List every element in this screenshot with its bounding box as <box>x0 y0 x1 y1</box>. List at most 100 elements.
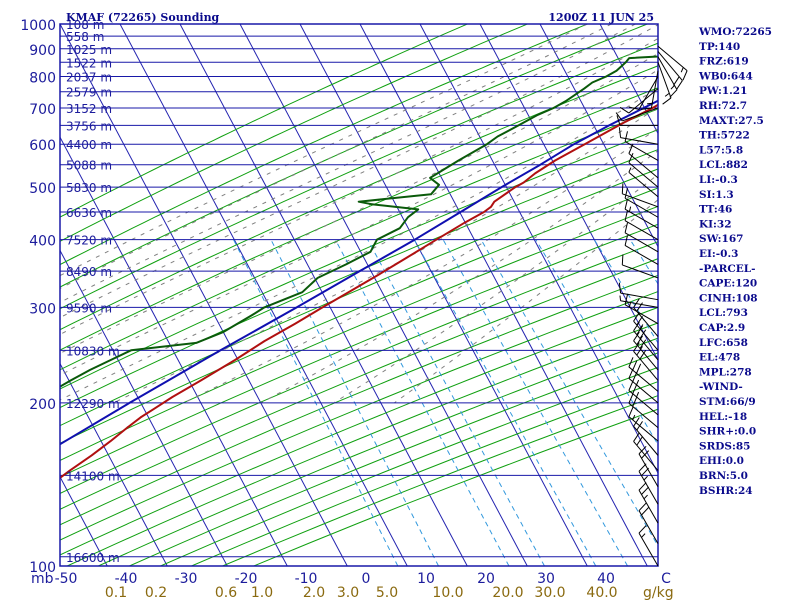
height-level-label: 1522 m <box>66 56 112 70</box>
temperature-tick-label: C <box>661 571 671 587</box>
isotherm-line <box>479 24 658 361</box>
wind-barb-staff <box>628 171 659 198</box>
wind-barb-flag <box>632 396 638 407</box>
wind-barb <box>624 222 659 253</box>
dry-adiabat <box>60 205 658 462</box>
wind-barb-flag <box>618 127 622 138</box>
wind-barb-staff <box>624 208 659 229</box>
mixing-ratio-label: 5.0 <box>376 585 398 600</box>
wind-barb-flag <box>633 342 640 352</box>
moist-adiabat <box>60 87 658 401</box>
wind-barb <box>633 417 659 456</box>
stability-index: SI:1.3 <box>699 189 734 201</box>
wind-barb-half-flag <box>643 494 648 500</box>
wind-barb-flag <box>628 368 634 379</box>
dry-adiabat <box>60 168 658 427</box>
wind-barb-flag <box>638 482 647 491</box>
dry-adiabat <box>60 24 469 218</box>
temperature-tick-label: -20 <box>235 571 258 587</box>
wind-barb-staff <box>624 197 659 218</box>
wind-barb-flag <box>616 115 621 126</box>
wind-barb <box>624 198 659 229</box>
wind-barb-flag <box>618 282 622 294</box>
height-level-label: 7520 m <box>66 234 112 248</box>
wind-barb-flag <box>624 198 628 210</box>
wind-barb-staff <box>620 137 659 145</box>
height-level-label: 6636 m <box>66 206 112 220</box>
wind-barb-half-flag <box>636 379 640 386</box>
wind-barb-staff <box>624 220 659 241</box>
wind-barb-staff <box>624 245 659 265</box>
stability-index: WB0:644 <box>698 70 753 82</box>
wind-barb-staff <box>628 402 659 429</box>
wind-barb-flag <box>636 335 643 345</box>
pressure-tick-label: 700 <box>29 102 56 118</box>
wind-barb-staff <box>657 45 688 72</box>
wind-barb-flag <box>669 89 678 98</box>
height-level-label: 3152 m <box>66 102 112 116</box>
wind-barb-flag <box>632 360 638 371</box>
wind-barb <box>638 482 659 524</box>
wind-barb-half-flag <box>619 295 622 301</box>
wind-barb <box>618 282 659 301</box>
wind-barb-staff <box>624 232 659 253</box>
wind-barb-flag <box>633 312 640 322</box>
wind-barb-half-flag <box>628 301 632 308</box>
wind-barb-flag <box>638 463 647 472</box>
stability-index: -WIND- <box>699 381 743 393</box>
mixing-ratio-label: 10.0 <box>432 585 463 600</box>
dry-adiabat <box>60 65 658 331</box>
stability-index: EHI:0.0 <box>699 455 744 467</box>
wind-barb <box>638 525 659 567</box>
height-level-label: 5088 m <box>66 159 112 173</box>
wind-barb-flag <box>636 325 643 335</box>
moist-adiabat <box>60 24 658 319</box>
moist-adiabat <box>113 106 658 404</box>
wind-barb-flag <box>633 298 640 308</box>
station-title: KMAF (72265) Sounding <box>66 11 220 24</box>
stability-index: CINH:108 <box>699 292 758 304</box>
temperature-tick-label: 0 <box>362 571 371 587</box>
wind-barb <box>624 235 659 265</box>
stability-index: BSHR:24 <box>699 485 753 497</box>
wind-barb-flag <box>641 467 650 477</box>
stability-index: LCL:882 <box>699 159 748 171</box>
temperature-tick-label: -10 <box>295 571 318 587</box>
sounding-traces <box>60 55 658 480</box>
wind-barb <box>628 368 659 404</box>
dry-adiabat <box>60 274 658 526</box>
stability-index: KI:32 <box>699 218 732 230</box>
dry-adiabat <box>60 129 658 390</box>
wind-barb <box>638 445 659 488</box>
wind-barb-staff <box>628 390 659 416</box>
wind-barb-flag <box>624 210 628 221</box>
stability-indices-panel: WMO:72265 TP:140 FRZ:619 WB0:644 PW:1.21 RH:7… <box>698 26 772 497</box>
mixing-ratio-label: 1.0 <box>251 585 273 600</box>
height-level-label: 10830 m <box>66 344 120 358</box>
dry-adiabat <box>60 24 589 266</box>
wind-barb-staff <box>628 366 659 392</box>
height-level-label: 108 m <box>66 18 104 32</box>
pressure-tick-label: 1000 <box>20 18 56 34</box>
mixing-ratio-label: 0.1 <box>105 585 127 600</box>
wind-barb-staff <box>622 193 659 208</box>
stability-index: MAXT:27.5 <box>699 115 764 127</box>
temperature-tick-label: 30 <box>537 571 555 587</box>
wind-barb <box>657 56 678 98</box>
wind-barb <box>633 342 659 381</box>
wind-barb-flag <box>682 70 688 81</box>
wind-barb-flag <box>636 346 643 356</box>
wind-barb-staff <box>628 416 659 442</box>
wind-barb <box>619 295 659 308</box>
stability-index: SW:167 <box>699 233 743 245</box>
mixing-ratio-line <box>367 239 545 566</box>
dry-adiabat <box>60 241 658 494</box>
wind-barb-flag <box>641 450 650 459</box>
wind-barbs <box>615 45 688 567</box>
wind-barb-flag <box>638 445 647 455</box>
dry-adiabat <box>60 291 658 541</box>
wind-barb-staff <box>624 141 659 161</box>
stability-index: TP:140 <box>699 41 740 53</box>
